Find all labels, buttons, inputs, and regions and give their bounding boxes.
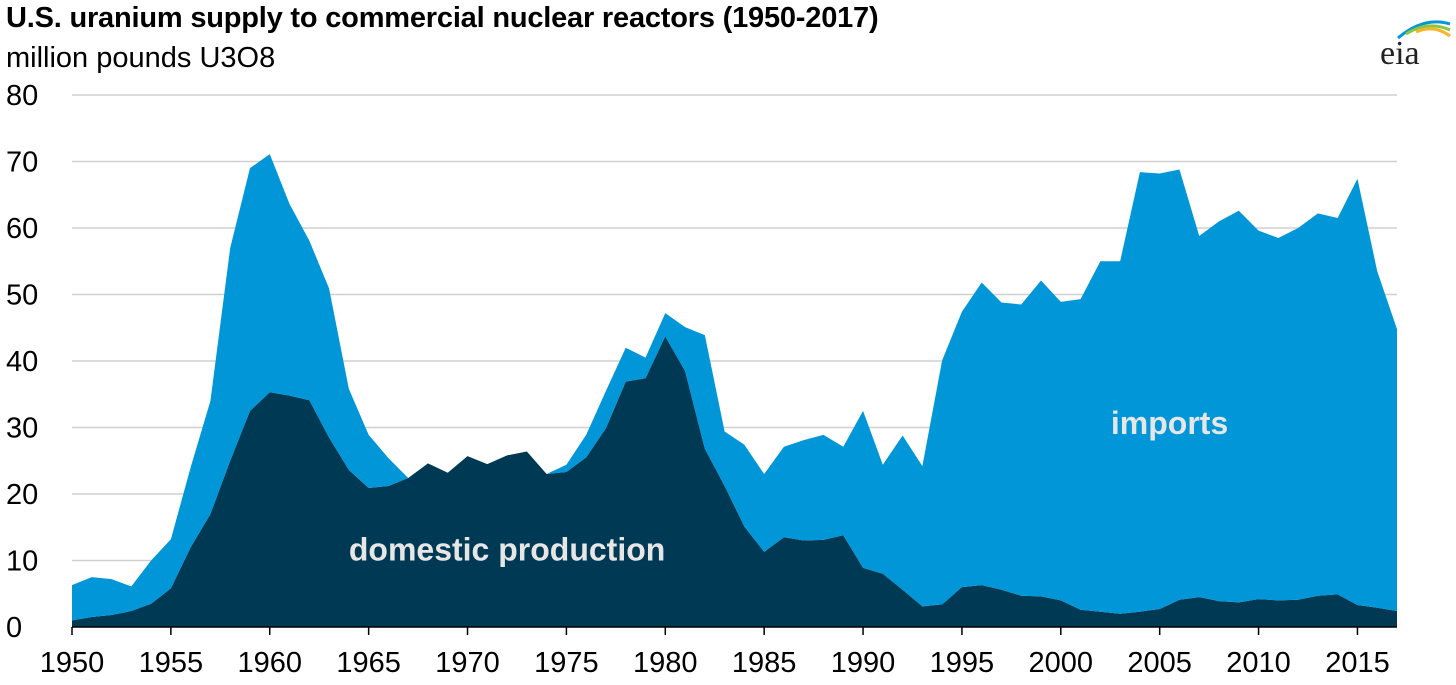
- x-tick-1970: 1970: [435, 647, 500, 679]
- x-axis-ticks: 1950 1955 1960 1965 1970 1975 1980 1985 1990 1995…: [40, 627, 1390, 679]
- x-tick-1975: 1975: [534, 647, 599, 679]
- area-domestic-production: [72, 336, 1397, 627]
- x-tick-1990: 1990: [831, 647, 896, 679]
- y-tick-40: 40: [6, 346, 38, 378]
- area-imports: [72, 154, 1397, 621]
- x-tick-2010: 2010: [1226, 647, 1291, 679]
- chart-subtitle: million pounds U3O8: [6, 42, 276, 74]
- y-axis-ticks: 0 10 20 30 40 50 60 70 80: [6, 80, 38, 644]
- series-labels: domestic production imports: [349, 405, 1228, 567]
- y-tick-20: 20: [6, 479, 38, 511]
- label-imports: imports: [1111, 405, 1228, 441]
- eia-logo-arc-green: [1405, 24, 1451, 36]
- eia-logo-arc-yellow: [1415, 27, 1451, 38]
- x-tick-1995: 1995: [930, 647, 995, 679]
- x-tick-2005: 2005: [1127, 647, 1192, 679]
- y-tick-0: 0: [6, 612, 22, 644]
- eia-logo-arc-blue: [1397, 20, 1451, 40]
- chart-title: U.S. uranium supply to commercial nuclea…: [6, 2, 879, 34]
- label-domestic-production: domestic production: [349, 532, 665, 568]
- eia-logo: eia: [1380, 20, 1451, 70]
- y-tick-10: 10: [6, 546, 38, 578]
- x-tick-2015: 2015: [1325, 647, 1390, 679]
- x-tick-1980: 1980: [633, 647, 698, 679]
- x-tick-1950: 1950: [40, 647, 105, 679]
- eia-logo-text: eia: [1380, 35, 1420, 70]
- y-tick-60: 60: [6, 213, 38, 245]
- x-tick-1955: 1955: [139, 647, 204, 679]
- x-tick-1960: 1960: [238, 647, 303, 679]
- y-tick-80: 80: [6, 80, 38, 112]
- stacked-areas: [72, 154, 1397, 628]
- y-tick-70: 70: [6, 147, 38, 179]
- x-tick-1965: 1965: [336, 647, 401, 679]
- x-tick-1985: 1985: [732, 647, 797, 679]
- x-tick-2000: 2000: [1029, 647, 1094, 679]
- y-tick-50: 50: [6, 280, 38, 312]
- y-tick-30: 30: [6, 413, 38, 445]
